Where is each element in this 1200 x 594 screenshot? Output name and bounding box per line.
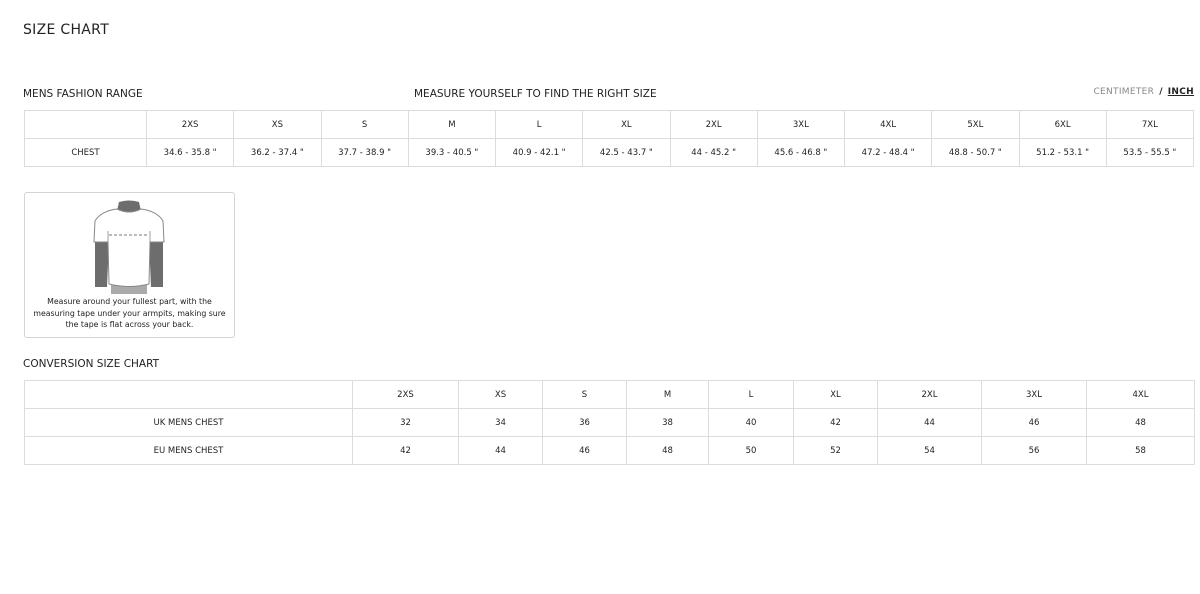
value-cell: 42: [793, 408, 878, 437]
value-cell: 53.5 - 55.5 ": [1105, 138, 1195, 167]
size-header-cell: 2XL: [669, 110, 758, 139]
size-header-cell: XS: [233, 110, 322, 139]
size-header-cell: L: [494, 110, 584, 139]
table-row: UK MENS CHEST 32 34 36 38 40 42 44 46 48: [24, 408, 1195, 437]
value-cell: 46: [542, 436, 627, 465]
unit-inch-link[interactable]: INCH: [1167, 87, 1194, 97]
size-header-row: 2XS XS S M L XL 2XL 3XL 4XL 5XL 6XL 7XL: [24, 110, 1195, 139]
row-label-cell: UK MENS CHEST: [24, 408, 353, 437]
value-cell: 37.7 - 38.9 ": [320, 138, 409, 167]
value-cell: 44 - 45.2 ": [669, 138, 758, 167]
value-cell: 40: [708, 408, 794, 437]
size-header-cell: 6XL: [1018, 110, 1107, 139]
size-header-row: 2XS XS S M L XL 2XL 3XL 4XL: [24, 380, 1195, 409]
size-header-cell: XL: [582, 110, 671, 139]
unit-centimeter-link[interactable]: CENTIMETER: [1093, 87, 1155, 97]
value-cell: 44: [877, 408, 982, 437]
value-cell: 45.6 - 46.8 ": [756, 138, 846, 167]
unit-toggle: CENTIMETER / INCH: [1093, 87, 1194, 97]
conversion-size-table: 2XS XS S M L XL 2XL 3XL 4XL UK MENS CHEST 32 34 36 38…: [24, 380, 1195, 465]
value-cell: 54: [877, 436, 982, 465]
value-cell: 48: [626, 436, 709, 465]
size-header-cell: 4XL: [1086, 380, 1195, 409]
t-shirt-chest-measure-icon: [93, 200, 165, 294]
value-cell: 34: [458, 408, 543, 437]
value-cell: 48: [1086, 408, 1195, 437]
size-header-cell: 2XS: [145, 110, 235, 139]
value-cell: 47.2 - 48.4 ": [843, 138, 933, 167]
size-header-cell: 3XL: [981, 380, 1087, 409]
value-cell: 42.5 - 43.7 ": [582, 138, 671, 167]
size-header-cell: 7XL: [1105, 110, 1195, 139]
size-header-cell: S: [542, 380, 627, 409]
size-header-cell: 5XL: [931, 110, 1020, 139]
value-cell: 36: [542, 408, 627, 437]
header-empty-cell: [24, 380, 353, 409]
measure-guide-text: Measure around your fullest part, with t…: [33, 297, 226, 329]
size-header-cell: S: [320, 110, 409, 139]
measure-instruction-heading: MEASURE YOURSELF TO FIND THE RIGHT SIZE: [414, 88, 657, 100]
size-header-cell: 2XL: [877, 380, 982, 409]
value-cell: 58: [1086, 436, 1195, 465]
mens-range-heading: MENS FASHION RANGE: [23, 88, 143, 100]
value-cell: 46: [981, 408, 1087, 437]
table-row: EU MENS CHEST 42 44 46 48 50 52 54 56 58: [24, 436, 1195, 465]
size-header-cell: L: [708, 380, 794, 409]
value-cell: 38: [626, 408, 709, 437]
measure-guide-card: Measure around your fullest part, with t…: [24, 192, 235, 338]
unit-separator: /: [1159, 87, 1163, 97]
size-header-cell: XL: [793, 380, 878, 409]
value-cell: 34.6 - 35.8 ": [145, 138, 235, 167]
header-empty-cell: [24, 110, 147, 139]
row-label-cell: EU MENS CHEST: [24, 436, 353, 465]
size-header-cell: 2XS: [352, 380, 459, 409]
size-header-cell: 4XL: [843, 110, 933, 139]
size-header-cell: 3XL: [756, 110, 846, 139]
value-cell: 51.2 - 53.1 ": [1018, 138, 1107, 167]
value-cell: 52: [793, 436, 878, 465]
value-cell: 42: [352, 436, 459, 465]
size-header-cell: M: [407, 110, 497, 139]
value-cell: 50: [708, 436, 794, 465]
row-label-cell: CHEST: [24, 138, 147, 167]
table-row: CHEST 34.6 - 35.8 " 36.2 - 37.4 " 37.7 - 38…: [24, 138, 1195, 167]
value-cell: 40.9 - 42.1 ": [494, 138, 584, 167]
mens-size-table: 2XS XS S M L XL 2XL 3XL 4XL 5XL 6XL 7XL CHEST 34.6 - …: [24, 110, 1195, 167]
size-header-cell: XS: [458, 380, 543, 409]
page-title: SIZE CHART: [23, 22, 110, 38]
value-cell: 44: [458, 436, 543, 465]
value-cell: 32: [352, 408, 459, 437]
value-cell: 48.8 - 50.7 ": [931, 138, 1020, 167]
value-cell: 39.3 - 40.5 ": [407, 138, 497, 167]
size-header-cell: M: [626, 380, 709, 409]
conversion-heading: CONVERSION SIZE CHART: [23, 358, 160, 370]
value-cell: 36.2 - 37.4 ": [233, 138, 322, 167]
value-cell: 56: [981, 436, 1087, 465]
